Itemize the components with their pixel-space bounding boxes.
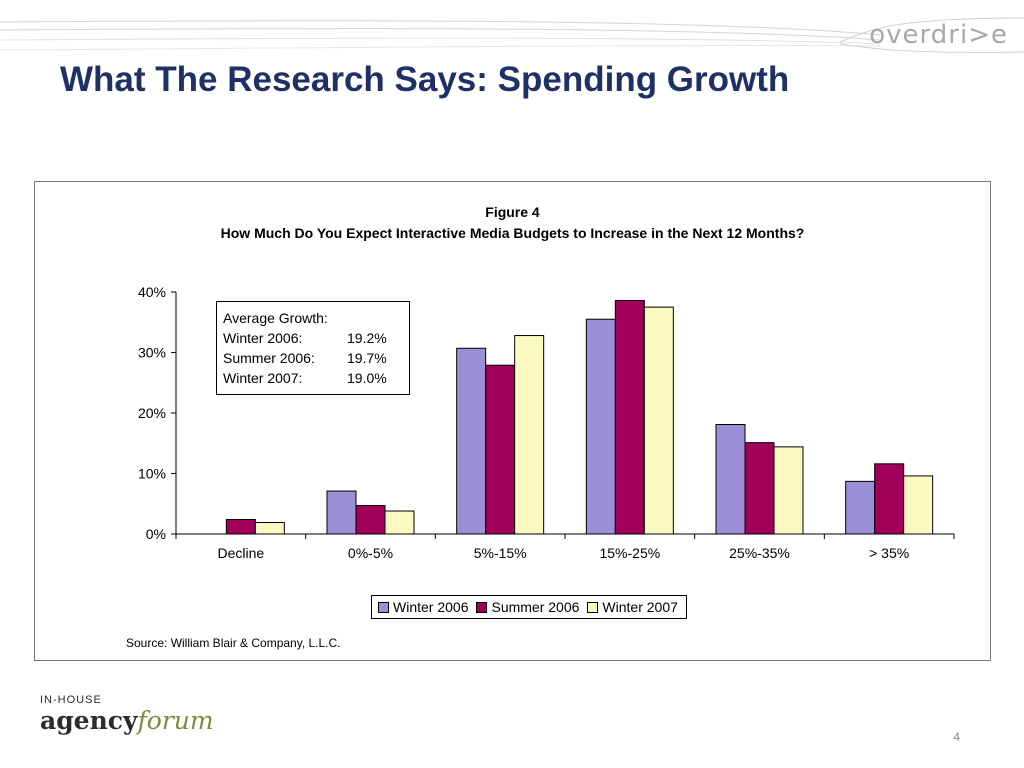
average-growth-value: 19.7% xyxy=(347,350,387,366)
bar xyxy=(514,335,545,535)
y-tick-label: 10% xyxy=(138,466,166,482)
average-growth-row: Summer 2006: 19.7% xyxy=(223,348,409,368)
y-tick-label: 0% xyxy=(146,526,166,542)
legend-swatch xyxy=(587,601,599,613)
brand-logo: overdri>e xyxy=(869,20,1008,50)
legend-swatch xyxy=(476,601,488,613)
average-growth-value: 19.0% xyxy=(347,370,387,386)
legend-item: Winter 2006 xyxy=(378,599,468,615)
bar xyxy=(384,510,415,535)
average-growth-row: Winter 2007: 19.0% xyxy=(223,368,409,388)
chart-subtitle: How Much Do You Expect Interactive Media… xyxy=(220,225,805,241)
page-title: What The Research Says: Spending Growth xyxy=(60,60,790,99)
x-tick-label: 15%-25% xyxy=(599,545,660,561)
logo-wordmark: agencyforum xyxy=(40,708,214,734)
agency-forum-logo: IN-HOUSE agencyforum xyxy=(40,694,214,734)
average-growth-label: Winter 2007: xyxy=(223,370,303,386)
logo-word-agency: agency xyxy=(40,706,138,735)
bar xyxy=(715,423,746,535)
x-tick-label: Decline xyxy=(217,545,264,561)
x-tick-label: 0%-5% xyxy=(348,545,393,561)
logo-tagline: IN-HOUSE xyxy=(40,694,102,706)
bar xyxy=(254,522,285,535)
header-swoosh xyxy=(0,17,1024,53)
bar xyxy=(643,306,674,535)
chart-legend: Winter 2006 Summer 2006 Winter 2007 xyxy=(371,595,687,619)
average-growth-value: 19.2% xyxy=(347,330,387,346)
y-tick-label: 20% xyxy=(138,405,166,421)
y-tick-label: 40% xyxy=(138,284,166,300)
bar xyxy=(744,442,775,535)
legend-item: Winter 2007 xyxy=(587,599,678,615)
bar xyxy=(326,490,357,535)
bar xyxy=(355,505,386,535)
bar xyxy=(614,299,645,535)
average-growth-heading: Average Growth: xyxy=(223,310,328,326)
bar xyxy=(773,446,804,535)
average-growth-label: Summer 2006: xyxy=(223,350,315,366)
bar-chart: 0% 10% 20% 30% 40% Decline 0%-5% 5%-15% 15%-25% 2… xyxy=(138,284,955,561)
bar xyxy=(485,364,516,535)
average-growth-row: Winter 2006: 19.2% xyxy=(223,328,409,348)
bar xyxy=(225,518,256,535)
legend-swatch xyxy=(378,601,389,613)
average-growth-label: Winter 2006: xyxy=(223,330,303,346)
logo-word-forum: forum xyxy=(137,706,214,735)
x-tick-label: 25%-35% xyxy=(729,545,790,561)
bar xyxy=(874,463,905,535)
average-growth-box: Average Growth: Winter 2006: 19.2% Summe… xyxy=(216,301,410,395)
legend-label: Winter 2007 xyxy=(602,599,678,615)
bar xyxy=(585,318,616,535)
chart-frame: 0% 10% 20% 30% 40% Decline 0%-5% 5%-15% 15%-25% 2… xyxy=(34,181,991,661)
legend-label: Winter 2006 xyxy=(393,599,469,615)
chart-source: Source: William Blair & Company, L.L.C. xyxy=(126,636,341,650)
chart-title: Figure 4 xyxy=(485,204,540,220)
y-tick-label: 30% xyxy=(138,345,166,361)
bar xyxy=(456,347,487,535)
page-number: 4 xyxy=(953,730,960,744)
x-tick-label: > 35% xyxy=(869,545,909,561)
legend-label: Summer 2006 xyxy=(491,599,580,615)
bar xyxy=(845,480,876,535)
x-tick-label: 5%-15% xyxy=(474,545,527,561)
legend-item: Summer 2006 xyxy=(476,599,579,615)
bar xyxy=(903,475,934,535)
